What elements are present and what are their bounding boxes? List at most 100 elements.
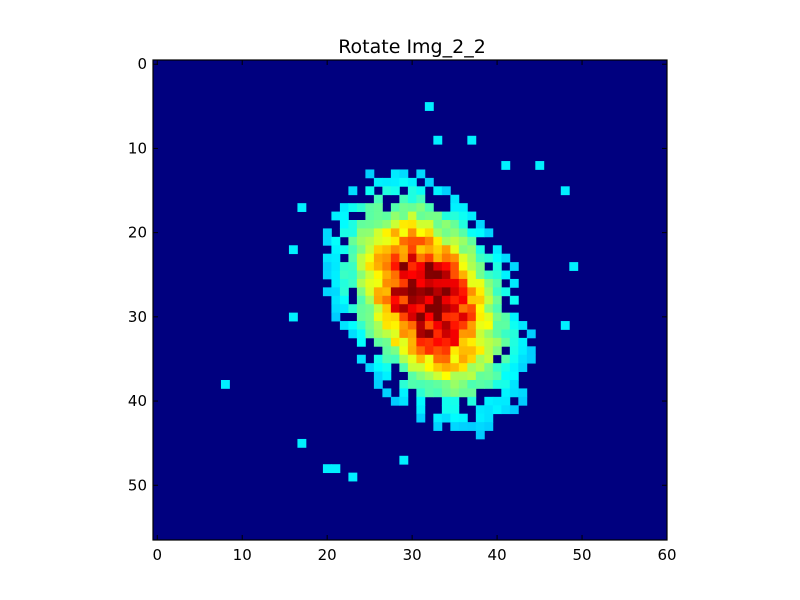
heatmap-cell: [416, 236, 426, 246]
x-tick-label: 0: [152, 546, 162, 564]
heatmap-cell: [407, 228, 417, 238]
heatmap-cell: [339, 203, 349, 212]
heatmap-cell: [441, 228, 451, 238]
heatmap-cell: [390, 220, 400, 229]
heatmap-cell: [458, 371, 468, 381]
x-tick-label: 50: [572, 546, 591, 564]
heatmap-cell: [407, 262, 417, 271]
heatmap-cell: [492, 253, 502, 263]
heatmap-cell: [365, 236, 375, 246]
y-tick-label: 50: [128, 476, 147, 494]
heatmap-cell: [458, 228, 468, 238]
heatmap-cell: [322, 253, 332, 263]
heatmap-cell: [467, 211, 477, 221]
heatmap-cell: [424, 337, 434, 347]
heatmap-cell: [475, 354, 485, 364]
heatmap-cell: [458, 304, 468, 314]
heatmap-cell: [450, 329, 460, 339]
heatmap-cell: [458, 211, 468, 221]
heatmap-cell: [509, 337, 519, 347]
heatmap-cell: [450, 278, 460, 288]
heatmap-cell: [467, 135, 477, 145]
heatmap-cell: [484, 329, 494, 339]
x-tick-label: 60: [657, 546, 676, 564]
heatmap-cell: [399, 245, 409, 255]
heatmap-cell: [399, 346, 409, 356]
heatmap-cell: [441, 405, 451, 415]
heatmap-cell: [382, 236, 392, 246]
heatmap-cell: [518, 337, 528, 347]
heatmap-cell: [382, 321, 392, 330]
heatmap-cell: [467, 354, 477, 364]
heatmap-cell: [475, 228, 485, 238]
heatmap-cell: [399, 177, 409, 187]
heatmap-cell: [458, 220, 468, 229]
heatmap-cell: [450, 354, 460, 364]
heatmap-cell: [433, 422, 443, 431]
heatmap-cell: [501, 270, 511, 280]
heatmap-cell: [458, 354, 468, 364]
heatmap-cell: [365, 220, 375, 229]
heatmap-cell: [356, 262, 366, 271]
heatmap-cell: [407, 312, 417, 322]
heatmap-cell: [424, 346, 434, 356]
heatmap-cell: [433, 228, 443, 238]
heatmap-cell: [390, 253, 400, 263]
heatmap-cell: [399, 312, 409, 322]
heatmap-cell: [399, 203, 409, 212]
heatmap-cell: [416, 371, 426, 381]
heatmap-cell: [424, 211, 434, 221]
heatmap-cell: [331, 253, 341, 263]
heatmap-cell: [382, 304, 392, 314]
heatmap-cell: [365, 228, 375, 238]
heatmap-cell: [339, 220, 349, 229]
heatmap-cell: [390, 321, 400, 330]
heatmap-cell: [484, 346, 494, 356]
heatmap-cell: [356, 203, 366, 212]
y-tick-label: 30: [128, 308, 147, 326]
heatmap-cell: [416, 312, 426, 322]
heatmap-cell: [399, 253, 409, 263]
heatmap-cell: [365, 211, 375, 221]
heatmap-cell: [365, 253, 375, 263]
heatmap-cell: [390, 354, 400, 364]
heatmap-cell: [484, 253, 494, 263]
heatmap-cell: [450, 413, 460, 423]
heatmap-cell: [407, 346, 417, 356]
heatmap-cell: [484, 413, 494, 423]
heatmap-cell: [433, 253, 443, 263]
heatmap-cell: [373, 228, 383, 238]
heatmap-cell: [475, 430, 485, 440]
heatmap-cell: [492, 295, 502, 305]
heatmap-cell: [441, 270, 451, 280]
heatmap-cell: [484, 396, 494, 406]
heatmap-cell: [509, 346, 519, 356]
heatmap-cell: [331, 312, 341, 322]
heatmap-cell: [475, 312, 485, 322]
heatmap-cell: [450, 262, 460, 271]
heatmap-cell: [416, 169, 426, 179]
heatmap-cell: [492, 278, 502, 288]
heatmap-cell: [382, 371, 392, 381]
heatmap-cell: [518, 346, 528, 356]
heatmap-cell: [416, 337, 426, 347]
heatmap-cell: [348, 220, 358, 229]
heatmap-cell: [458, 253, 468, 263]
heatmap-cell: [322, 287, 332, 297]
heatmap-cell: [501, 337, 511, 347]
heatmap-cell: [365, 186, 375, 196]
y-tick-label: 20: [128, 224, 147, 242]
heatmap-cell: [450, 346, 460, 356]
heatmap-cell: [492, 346, 502, 356]
heatmap-cell: [348, 245, 358, 255]
heatmap-cell: [348, 262, 358, 271]
axis-ticks: 0 10 20 30 40 50 60 0 10 20 30 40 50: [128, 55, 677, 564]
heatmap-cell: [407, 321, 417, 330]
heatmap-cell: [518, 388, 528, 398]
heatmap-cell: [450, 236, 460, 246]
heatmap-cell: [509, 312, 519, 322]
heatmap-cell: [501, 405, 511, 415]
heatmap-cell: [373, 312, 383, 322]
